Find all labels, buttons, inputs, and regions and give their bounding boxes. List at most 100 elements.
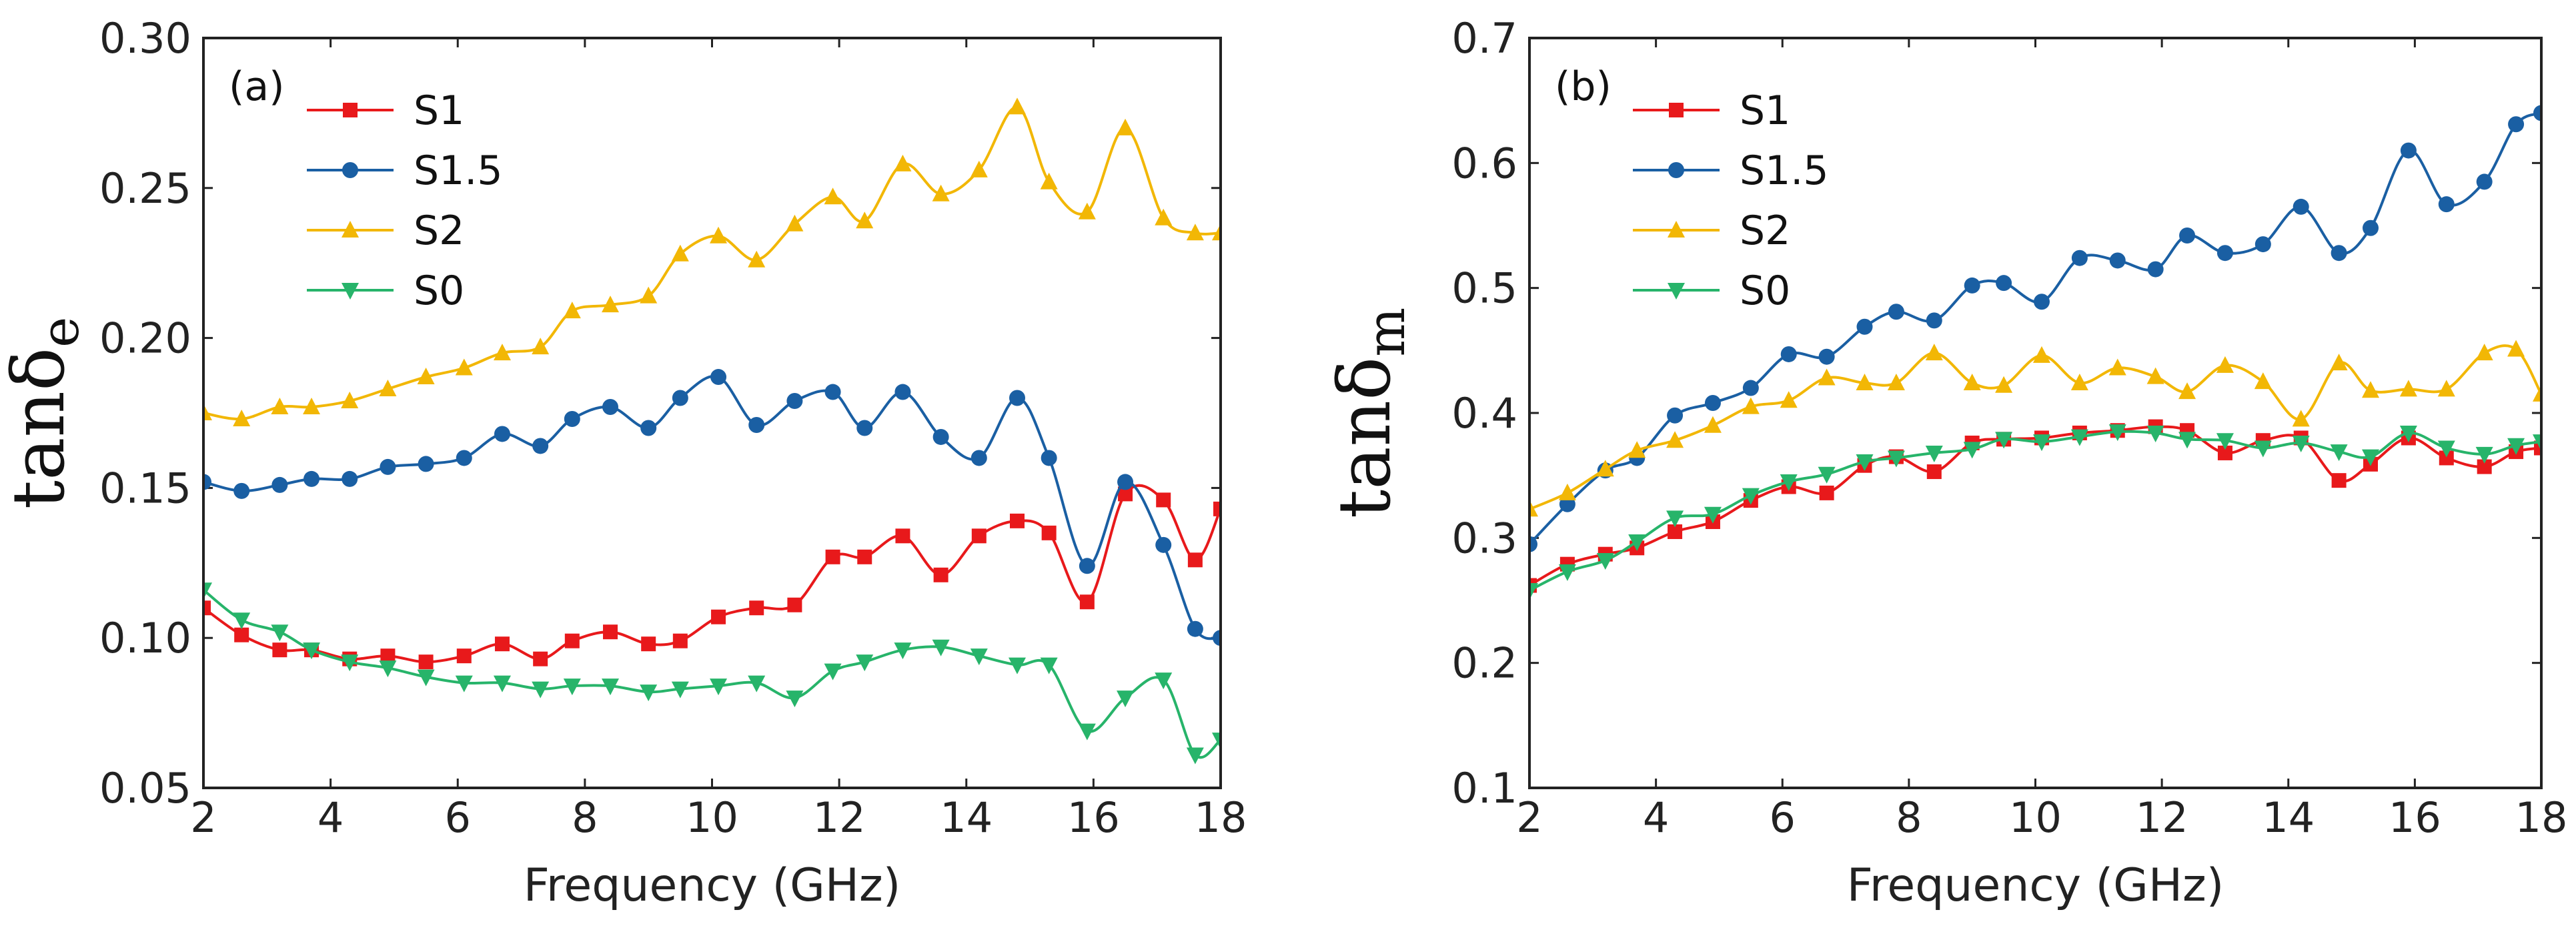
data-point-s1 [1079, 594, 1095, 610]
data-point-s2 [2533, 384, 2541, 402]
data-point-s0 [1704, 506, 1722, 524]
data-point-s2 [1186, 223, 1204, 241]
data-point-s1-5 [2033, 294, 2050, 310]
data-point-s1 [749, 600, 764, 616]
x-tick-label: 14 [2262, 793, 2315, 842]
data-point-s0 [970, 648, 988, 666]
data-point-s1 [1819, 485, 1834, 500]
x-tick-label: 10 [686, 793, 738, 842]
data-point-s1-5 [532, 438, 549, 454]
data-point-s1 [564, 633, 580, 648]
data-point-s0 [1529, 583, 1538, 600]
data-point-s1 [1668, 524, 1683, 539]
data-point-s2 [1596, 460, 1614, 477]
data-point-s1-5 [456, 450, 472, 466]
data-point-s0 [2032, 434, 2050, 452]
data-point-s2 [2507, 340, 2525, 357]
data-point-s1-5 [710, 369, 727, 386]
data-point-s1 [857, 549, 872, 564]
data-point-s2 [1155, 208, 1173, 225]
data-point-s1 [418, 654, 434, 670]
data-point-s1-5 [894, 384, 911, 400]
data-point-s0 [1856, 454, 1874, 472]
data-point-s2 [341, 392, 359, 409]
data-point-s2 [233, 409, 251, 426]
data-point-s2 [748, 250, 766, 268]
data-point-s2 [1558, 483, 1576, 500]
data-point-s0 [2108, 424, 2126, 442]
data-point-s1 [2477, 459, 2492, 474]
x-tick-label: 14 [940, 793, 993, 842]
x-tick-label: 8 [1896, 793, 1922, 842]
y-tick-label: 0.30 [99, 14, 191, 63]
data-point-s1-5 [2109, 252, 2126, 269]
data-point-s0 [532, 681, 550, 699]
y-tick-label: 0.7 [1451, 14, 1517, 63]
legend-label: S2 [1740, 207, 1790, 254]
data-point-s1 [971, 528, 987, 544]
data-point-s2 [455, 358, 473, 376]
data-point-s1-5 [1009, 390, 1025, 406]
data-point-s0 [1009, 657, 1026, 674]
data-point-s2 [1117, 118, 1135, 135]
data-point-s1 [533, 651, 548, 666]
data-point-s2 [417, 368, 435, 385]
data-point-s0 [1780, 474, 1798, 492]
legend-marker [1668, 283, 1685, 300]
data-point-s1 [380, 648, 396, 664]
legend-marker [343, 103, 358, 117]
plot-frame [1528, 37, 2543, 789]
data-point-s2 [2362, 381, 2380, 398]
data-point-s1-5 [342, 470, 358, 487]
x-tick-label: 12 [2136, 793, 2188, 842]
data-point-s1-5 [2216, 245, 2233, 262]
data-point-s1 [272, 642, 287, 658]
x-axis-title: Frequency (GHz) [1847, 859, 2224, 912]
data-point-s1 [1118, 486, 1133, 502]
data-point-s2 [493, 344, 511, 361]
data-point-s0 [2146, 425, 2164, 442]
data-point-s2 [532, 338, 550, 355]
data-point-s1 [672, 633, 688, 648]
data-point-s1-5 [1529, 536, 1537, 552]
legend-label: S1.5 [1740, 147, 1829, 194]
data-point-s1-5 [1117, 474, 1134, 490]
data-point-s0 [493, 675, 511, 692]
data-point-s2 [2070, 374, 2088, 391]
data-point-s1-5 [1926, 312, 1942, 329]
data-point-s1 [711, 609, 726, 624]
data-point-s0 [455, 675, 473, 692]
data-point-s0 [710, 678, 728, 696]
data-point-s1 [234, 627, 249, 642]
data-point-s1-5 [203, 474, 211, 490]
data-point-s1 [641, 636, 656, 652]
legend-label: S0 [414, 268, 464, 314]
data-point-s2 [303, 398, 321, 415]
data-point-s1-5 [748, 416, 765, 433]
data-point-s0 [824, 663, 842, 680]
data-point-s1 [933, 567, 948, 582]
data-point-s2 [563, 302, 581, 319]
chart-panel-a: 2 4 6 8 10 12 14 16 18 0.05 0.10 0.15 0.20 0.25 0.30 (a… [0, 14, 1247, 912]
data-point-s1-5 [1964, 277, 1980, 294]
data-point-s2 [2292, 410, 2310, 427]
data-point-s0 [1925, 445, 1943, 462]
data-point-s2 [1856, 374, 1874, 391]
x-tick-label: 4 [1643, 793, 1669, 842]
data-point-s1-5 [2293, 198, 2309, 215]
data-point-s1-5 [1742, 380, 1759, 396]
data-point-s1-5 [564, 410, 580, 427]
series-line-s2 [203, 105, 1221, 421]
data-point-s0 [671, 681, 689, 699]
data-point-s1-5 [971, 450, 987, 466]
legend-marker [1668, 162, 1684, 178]
y-axis-title-main: tanδ [1323, 357, 1407, 518]
data-point-s1-5 [672, 390, 688, 406]
data-point-s2 [671, 244, 689, 262]
data-point-s0 [894, 642, 912, 660]
data-point-s1-5 [1213, 630, 1221, 646]
data-point-s1-5 [786, 393, 803, 410]
data-point-s1 [895, 528, 910, 544]
data-point-s1-5 [380, 458, 396, 475]
